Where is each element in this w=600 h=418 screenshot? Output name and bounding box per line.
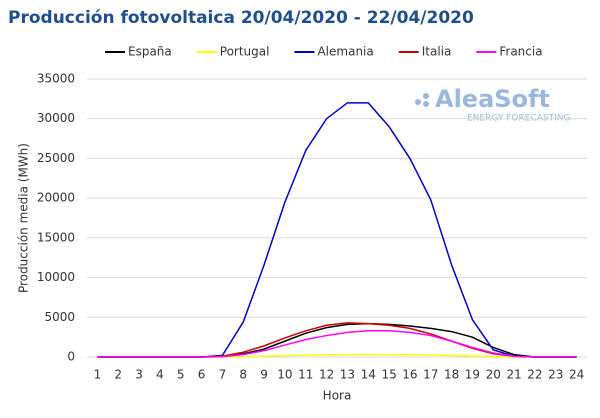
x-tick-label: 15 [381,368,396,382]
x-tick-label: 23 [548,368,563,382]
x-tick-label: 2 [114,368,122,382]
series-line [97,330,577,358]
x-tick-label: 14 [361,368,376,382]
x-tick-label: 6 [198,368,206,382]
legend-label: Italia [422,45,452,59]
x-tick-label: 22 [527,368,542,382]
x-tick-label: 12 [319,368,334,382]
logo-text: AleaSoft [435,85,550,113]
x-tick-label: 20 [486,368,501,382]
y-tick-label: 30000 [37,111,75,125]
x-tick-label: 17 [423,368,438,382]
x-tick-label: 21 [506,368,521,382]
x-tick-label: 16 [402,368,417,382]
legend-label: Portugal [220,45,270,59]
y-tick-label: 5000 [44,310,75,324]
y-tick-label: 25000 [37,151,75,165]
x-tick-label: 3 [135,368,143,382]
x-tick-label: 5 [177,368,185,382]
series-line [97,322,577,358]
x-tick-label: 1 [94,368,102,382]
series-line [97,102,577,358]
logo-dot [423,93,429,99]
x-tick-label: 24 [569,368,584,382]
x-axis-label: Hora [323,389,352,403]
logo: AleaSoft ENERGY FORECASTING [415,85,570,124]
logo-dot [415,99,421,105]
legend-label: España [128,45,172,59]
y-tick-label: 15000 [37,230,75,244]
legend-label: Alemania [317,45,373,59]
x-tick-label: 9 [260,368,268,382]
x-tick-label: 10 [277,368,292,382]
x-tick-label: 8 [239,368,247,382]
x-tick-label: 4 [156,368,164,382]
y-axis-label: Producción media (MWh) [17,143,31,293]
y-tick-label: 35000 [37,72,75,86]
x-tick-label: 13 [340,368,355,382]
x-tick-label: 18 [444,368,459,382]
y-tick-label: 20000 [37,191,75,205]
x-tick-label: 11 [298,368,313,382]
x-tick-label: 7 [219,368,227,382]
legend-label: Francia [499,45,542,59]
y-tick-label: 10000 [37,270,75,284]
x-tick-label: 19 [465,368,480,382]
chart-title: Producción fotovoltaica 20/04/2020 - 22/… [8,8,474,28]
y-tick-label: 0 [67,350,75,364]
logo-dot [423,101,429,107]
